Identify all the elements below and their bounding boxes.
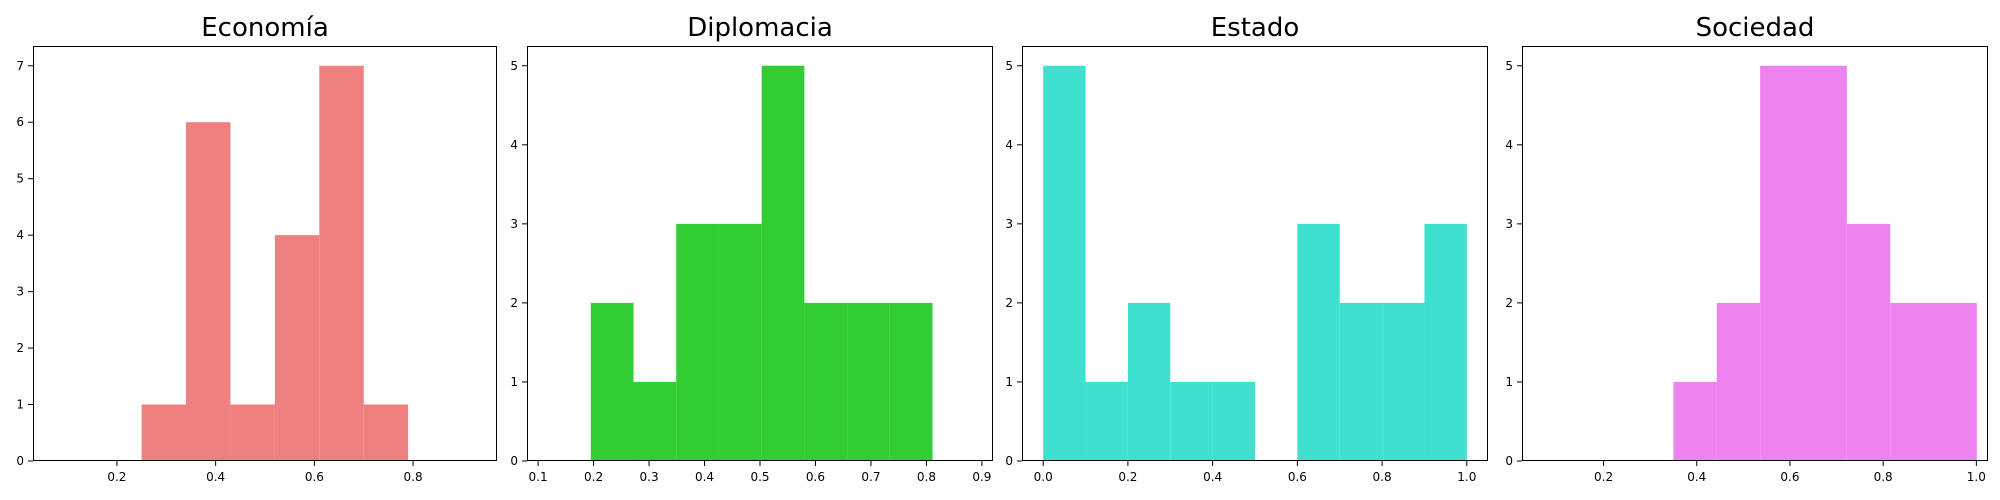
- x-tick-label: 0.5: [750, 470, 769, 484]
- x-tick-label: 0.2: [1118, 470, 1137, 484]
- histogram-bar: [1716, 302, 1761, 461]
- panel-title: Estado: [1211, 13, 1300, 43]
- histogram-bar: [230, 404, 275, 461]
- y-tick-label: 1: [1005, 375, 1013, 389]
- y-tick-label: 0: [1005, 454, 1013, 468]
- y-tick-label: 4: [1005, 138, 1013, 152]
- histogram-bar: [590, 302, 634, 461]
- y-tick-label: 0: [1505, 454, 1513, 468]
- histogram-bar: [1673, 381, 1717, 461]
- histogram-bar: [1424, 223, 1467, 461]
- panel-estado: Estado 0.0 0.2 0.4 0.6 0.8 1.0 0 1 2 3 4 5: [1005, 13, 1488, 484]
- y-tick-label: 3: [1505, 217, 1513, 231]
- x-tick-label: 0.6: [305, 470, 324, 484]
- x-tick-label: 0.4: [695, 470, 714, 484]
- x-tick-label: 0.8: [1373, 470, 1392, 484]
- y-tick-label: 5: [1505, 59, 1513, 73]
- x-tick-label: 0.8: [917, 470, 936, 484]
- histogram-bar: [804, 302, 848, 461]
- histogram-bar: [1382, 302, 1425, 461]
- x-tick-label: 0.8: [404, 470, 423, 484]
- histogram-bar: [889, 302, 933, 461]
- y-tick-label: 3: [1005, 217, 1013, 231]
- histogram-bar: [1760, 65, 1804, 461]
- x-tick-label: 0.2: [1594, 470, 1613, 484]
- x-tick-label: 0.4: [206, 470, 225, 484]
- x-tick-label: 0.4: [1203, 470, 1222, 484]
- y-tick-label: 6: [16, 115, 24, 129]
- y-tick-label: 0: [510, 454, 518, 468]
- y-tick-label: 5: [510, 59, 518, 73]
- histogram-bar: [1890, 302, 1934, 461]
- histogram-bar: [1043, 65, 1086, 461]
- x-tick-label: 0.8: [1874, 470, 1893, 484]
- y-tick-label: 1: [510, 375, 518, 389]
- x-tick-label: 0.6: [1288, 470, 1307, 484]
- y-tick-label: 4: [16, 228, 24, 242]
- histogram-bar: [1212, 381, 1255, 461]
- histogram-bar: [1933, 302, 1977, 461]
- axes-frame: [527, 46, 993, 461]
- histogram-bar: [186, 122, 231, 461]
- y-tick-label: 2: [1005, 296, 1013, 310]
- y-tick-label: 3: [16, 285, 24, 299]
- histogram-bar: [141, 404, 187, 461]
- x-tick-label: 0.7: [861, 470, 880, 484]
- axes-frame: [1522, 46, 1988, 461]
- x-tick-label: 0.4: [1687, 470, 1706, 484]
- panel-title: Diplomacia: [687, 13, 833, 43]
- histogram-bar: [363, 404, 409, 461]
- histogram-bar: [1297, 223, 1340, 461]
- histogram-bar: [633, 381, 677, 461]
- panel-diplomacia: Diplomacia 0.1 0.2 0.3 0.4 0.5 0.6 0.7 0.8 0.9 0 1…: [510, 13, 993, 484]
- panel-title: Economía: [201, 13, 329, 43]
- y-tick-label: 5: [1005, 59, 1013, 73]
- histogram-bar: [319, 65, 364, 461]
- y-tick-label: 4: [510, 138, 518, 152]
- x-tick-label: 0.0: [1034, 470, 1053, 484]
- x-tick-label: 0.6: [806, 470, 825, 484]
- y-tick-label: 2: [1505, 296, 1513, 310]
- x-tick-label: 0.2: [107, 470, 126, 484]
- y-tick-label: 2: [16, 341, 24, 355]
- x-tick-label: 0.3: [640, 470, 659, 484]
- y-tick-label: 2: [510, 296, 518, 310]
- y-tick-label: 5: [16, 172, 24, 186]
- y-tick-label: 1: [16, 398, 24, 412]
- y-tick-label: 7: [16, 59, 24, 73]
- y-tick-label: 3: [510, 217, 518, 231]
- x-tick-label: 0.6: [1780, 470, 1799, 484]
- histogram-bar: [1846, 223, 1891, 461]
- histogram-bar: [274, 235, 320, 461]
- histogram-bar: [1339, 302, 1383, 461]
- axes-frame: [1022, 46, 1488, 461]
- x-tick-label: 0.1: [529, 470, 548, 484]
- histogram-bar: [676, 223, 719, 461]
- histogram-bar: [1170, 381, 1213, 461]
- histogram-bar: [718, 223, 762, 461]
- x-tick-label: 0.2: [584, 470, 603, 484]
- y-tick-label: 1: [1505, 375, 1513, 389]
- panel-title: Sociedad: [1696, 13, 1815, 43]
- histogram-bar: [1127, 302, 1171, 461]
- x-tick-label: 1.0: [1967, 470, 1986, 484]
- x-tick-label: 1.0: [1457, 470, 1476, 484]
- histogram-bar: [847, 302, 890, 461]
- x-tick-label: 0.9: [972, 470, 991, 484]
- y-tick-label: 0: [16, 454, 24, 468]
- y-tick-label: 4: [1505, 138, 1513, 152]
- panel-economia: Economía 0.2 0.4 0.6 0.8 0 1 2 3 4 5 6 7: [16, 13, 497, 484]
- histogram-bar: [1803, 65, 1847, 461]
- panel-sociedad: Sociedad 0.2 0.4 0.6 0.8 1.0 0 1 2 3 4 5: [1505, 13, 1988, 484]
- histogram-bar: [1085, 381, 1128, 461]
- histogram-bar: [761, 65, 805, 461]
- axes-frame: [33, 46, 497, 461]
